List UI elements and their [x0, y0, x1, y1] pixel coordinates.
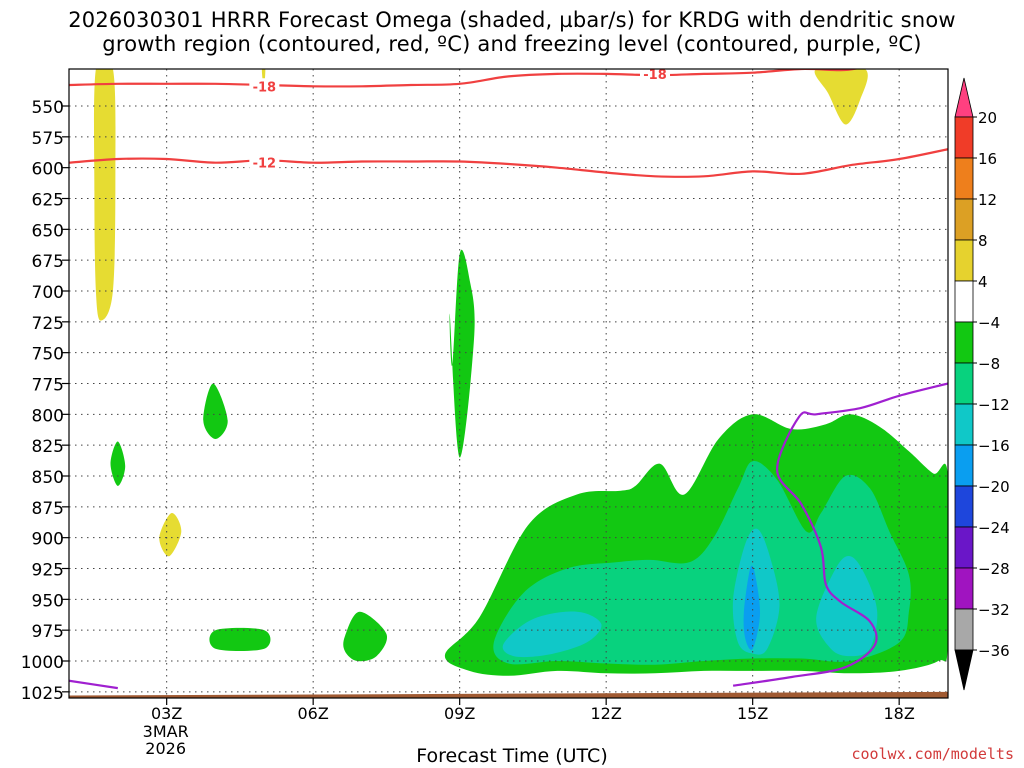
- x-tick-label-09Z: 09Z: [444, 704, 475, 723]
- omega-region-11: [502, 611, 602, 658]
- colorbar-band-0: [954, 116, 974, 159]
- colorbar-label--12: −12: [978, 396, 1010, 414]
- y-tick-label-900: 900: [32, 530, 64, 550]
- colorbar-label--4: −4: [978, 314, 1000, 332]
- y-tick-label-800: 800: [32, 406, 64, 426]
- contour-label-bg: [640, 69, 670, 81]
- y-tick-label-975: 975: [32, 622, 64, 642]
- y-tick-label-825: 825: [32, 437, 64, 457]
- contour-line-0: [732, 382, 948, 687]
- y-tick-label-925: 925: [32, 561, 64, 581]
- y-tick-label-750: 750: [32, 345, 64, 365]
- grid-lines: [69, 69, 948, 698]
- title-line-2: growth region (contoured, red, ºC) and f…: [102, 32, 922, 56]
- contour-lines: -18 -18 -12: [69, 68, 948, 690]
- y-tick-label-725: 725: [32, 314, 64, 334]
- omega-region-14: [743, 565, 761, 650]
- x-tick-year: 2026: [145, 739, 186, 758]
- colorbar-label-16: 16: [978, 150, 997, 168]
- y-axis: 550 575 600 625 650 675 700 725 750 775 800 825 850 8…: [21, 98, 69, 704]
- colorbar-band-10: [954, 526, 974, 569]
- omega-shading: [93, 69, 948, 676]
- y-tick-label-775: 775: [32, 376, 64, 396]
- y-tick-label-1025: 1025: [21, 684, 64, 704]
- colorbar-label-4: 4: [978, 273, 988, 291]
- colorbar: 20 16 12 8 4 −4 −8 −12 −16 −20 −24 −28 −32 −36: [954, 77, 1010, 691]
- y-tick-label-1000: 1000: [21, 653, 64, 673]
- omega-region-10: [493, 461, 911, 665]
- x-tick-label-15Z: 15Z: [737, 704, 768, 723]
- colorbar-band-9: [954, 485, 974, 528]
- colorbar-band-4: [954, 280, 974, 323]
- y-tick-label-875: 875: [32, 499, 64, 519]
- contour-line--18: [69, 69, 860, 88]
- contour-label--18-1: -18: [643, 68, 667, 83]
- colorbar-band-top: [954, 77, 974, 118]
- colorbar-label--36: −36: [978, 642, 1010, 660]
- colorbar-label--32: −32: [978, 601, 1010, 619]
- colorbar-band-1: [954, 157, 974, 200]
- x-tick-date: 3MAR: [143, 722, 189, 741]
- y-tick-label-650: 650: [32, 221, 64, 241]
- chart-title: 2026030301 HRRR Forecast Omega (shaded, …: [0, 8, 1024, 56]
- y-tick-label-575: 575: [32, 129, 64, 149]
- omega-region-6: [110, 441, 126, 486]
- title-line-1: 2026030301 HRRR Forecast Omega (shaded, …: [68, 8, 956, 32]
- colorbar-band-bottom: [954, 649, 974, 691]
- colorbar-label--24: −24: [978, 519, 1010, 537]
- y-tick-label-600: 600: [32, 160, 64, 180]
- x-tick-label-03Z: 03Z: [151, 704, 182, 723]
- contour-label-bg: [249, 154, 280, 170]
- colorbar-band-11: [954, 567, 974, 610]
- colorbar-label--20: −20: [978, 478, 1010, 496]
- x-tick-label-06Z: 06Z: [298, 704, 329, 723]
- colorbar-band-12: [954, 608, 974, 651]
- y-tick-label-950: 950: [32, 591, 64, 611]
- contour-label--12-0: -12: [253, 157, 277, 172]
- terrain-fill: [69, 691, 948, 698]
- y-tick-label-850: 850: [32, 468, 64, 488]
- colorbar-band-7: [954, 403, 974, 446]
- terrain: [69, 691, 948, 698]
- omega-region-3: [159, 512, 182, 557]
- y-tick-label-675: 675: [32, 252, 64, 272]
- omega-region-0: [93, 69, 116, 321]
- colorbar-band-5: [954, 321, 974, 364]
- colorbar-label--16: −16: [978, 437, 1010, 455]
- omega-region-2: [814, 69, 868, 125]
- y-tick-label-700: 700: [32, 283, 64, 303]
- colorbar-label-8: 8: [978, 232, 988, 250]
- credit-text: coolwx.com/modelts: [851, 745, 1014, 763]
- omega-region-4: [449, 249, 475, 458]
- omega-region-8: [343, 611, 388, 662]
- omega-region-7: [209, 627, 271, 652]
- omega-region-5: [203, 383, 228, 439]
- y-tick-label-625: 625: [32, 191, 64, 211]
- colorbar-label--8: −8: [978, 355, 1000, 373]
- y-tick-label-550: 550: [32, 98, 64, 118]
- colorbar-band-2: [954, 198, 974, 241]
- contour-label-bg: [249, 78, 280, 94]
- contour-line--12: [69, 148, 948, 178]
- x-tick-label-12Z: 12Z: [591, 704, 622, 723]
- colorbar-label-12: 12: [978, 191, 997, 209]
- colorbar-band-3: [954, 239, 974, 282]
- colorbar-band-8: [954, 444, 974, 487]
- x-axis-label: Forecast Time (UTC): [416, 745, 608, 767]
- contour-line-0b: [69, 679, 118, 690]
- colorbar-band-6: [954, 362, 974, 405]
- contour-label--18-0: -18: [253, 80, 277, 95]
- colorbar-label--28: −28: [978, 560, 1010, 578]
- colorbar-label-20: 20: [978, 109, 997, 127]
- x-tick-label-18Z: 18Z: [884, 704, 915, 723]
